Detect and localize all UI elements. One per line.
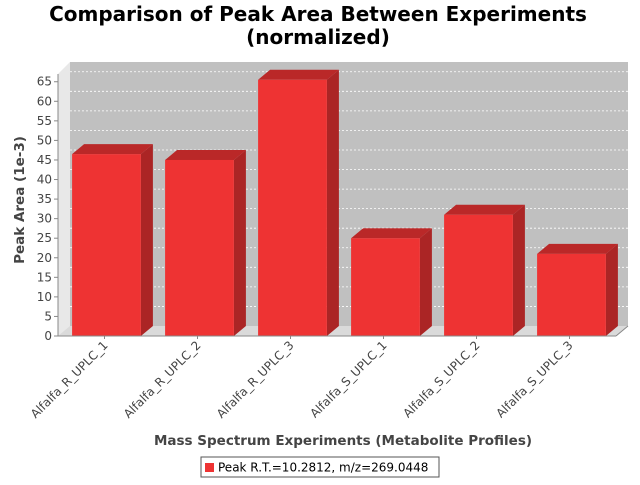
legend-swatch [205, 463, 214, 472]
y-tick-label: 30 [37, 212, 52, 226]
y-tick-label: 15 [37, 270, 52, 284]
grid-lines [70, 71, 628, 307]
plot-wall-back [70, 62, 628, 326]
bars [72, 69, 618, 336]
x-axis-label: Mass Spectrum Experiments (Metabolite Pr… [154, 433, 532, 449]
bar [444, 204, 525, 336]
bar-side [419, 228, 432, 336]
y-tick-label: 40 [37, 173, 52, 187]
legend-entry-label: Peak R.T.=10.2812, m/z=269.0448 [218, 461, 428, 475]
axes [57, 74, 629, 337]
y-tick-label: 45 [37, 153, 52, 167]
y-tick-label: 65 [37, 75, 52, 89]
x-category-labels: Alfalfa_R_UPLC_1 Alfalfa_R_UPLC_2 Alfalfa_… [28, 336, 576, 421]
bar-side [326, 69, 339, 336]
chart-title-line-2: (normalized) [246, 25, 390, 49]
bar [72, 144, 153, 336]
y-tick-label: 10 [37, 290, 52, 304]
y-tick-label: 25 [37, 231, 52, 245]
y-tick-labels: 0 5 10 15 20 25 30 35 40 45 50 55 60 65 [37, 75, 58, 343]
bar-side [512, 204, 525, 336]
bar [165, 149, 246, 336]
bar-front [165, 159, 234, 336]
y-tick-label: 5 [44, 309, 52, 323]
y-tick-label: 55 [37, 114, 52, 128]
bar-front [444, 214, 513, 336]
bar-side [605, 243, 618, 336]
bar [351, 228, 432, 336]
x-category-label: Alfalfa_S_UPLC_3 [493, 338, 575, 420]
x-category-label: Alfalfa_R_UPLC_1 [28, 338, 111, 421]
bar-front [258, 79, 327, 336]
bar-front [537, 253, 606, 336]
chart-title-line-1: Comparison of Peak Area Between Experime… [49, 2, 587, 26]
x-category-label: Alfalfa_R_UPLC_2 [121, 338, 204, 421]
y-tick-label: 35 [37, 192, 52, 206]
y-tick-label: 0 [44, 329, 52, 343]
x-category-label: Alfalfa_R_UPLC_3 [214, 338, 297, 421]
bar-front [72, 154, 141, 336]
bar-top [72, 144, 153, 155]
x-category-label: Alfalfa_S_UPLC_1 [307, 338, 389, 420]
legend-box [200, 456, 440, 478]
y-tick-label: 20 [37, 251, 52, 265]
bar [537, 243, 618, 336]
bar-top [444, 204, 525, 215]
bar-front [351, 238, 420, 336]
legend: Peak R.T.=10.2812, m/z=269.0448 [200, 456, 440, 478]
bar-side [140, 144, 153, 336]
bar-top [537, 243, 618, 254]
y-axis-label: Peak Area (1e-3) [12, 136, 28, 264]
x-category-label: Alfalfa_S_UPLC_2 [400, 338, 482, 420]
bar [258, 69, 339, 336]
bar-side [233, 149, 246, 336]
chart-title: Comparison of Peak Area Between Experime… [49, 2, 587, 49]
x-axis-depth-line [615, 325, 629, 337]
bar-top [351, 228, 432, 239]
y-tick-label: 60 [37, 94, 52, 108]
y-tick-label: 50 [37, 133, 52, 147]
bar-top [258, 69, 339, 80]
bar-top [165, 149, 246, 160]
